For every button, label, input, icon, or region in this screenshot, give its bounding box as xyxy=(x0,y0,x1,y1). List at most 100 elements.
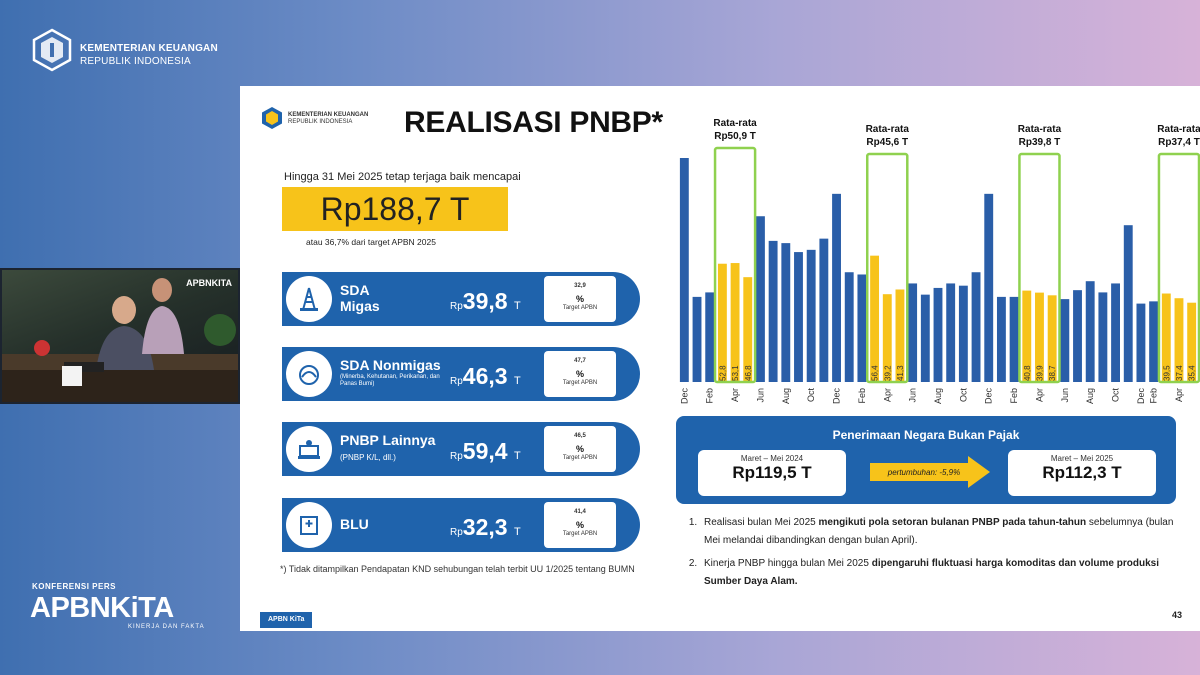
x-tick-label: Apr xyxy=(1174,388,1184,402)
chart-bar xyxy=(1085,281,1095,382)
total-subtitle: atau 36,7% dari target APBN 2025 xyxy=(306,237,436,247)
x-tick-label: Feb xyxy=(1009,388,1019,404)
camera-feed: APBNKITA xyxy=(0,268,240,404)
bar-data-label: 56,4 xyxy=(871,365,880,381)
chart-bar xyxy=(844,272,854,382)
chart-bar xyxy=(768,240,778,382)
oil-rig-icon xyxy=(286,276,332,322)
pnbp-2025-value: Rp112,3 T xyxy=(1042,463,1122,482)
card-value: Rp59,4 T xyxy=(450,438,521,464)
notes-list: Realisasi bulan Mei 2025 mengikuti pola … xyxy=(686,514,1176,596)
chart-bar xyxy=(908,283,918,382)
average-label: Rata-rata xyxy=(866,124,910,135)
slide-kemenkeu-logo-icon xyxy=(262,107,282,129)
chart-bar xyxy=(1022,290,1032,382)
chart-bar xyxy=(743,277,753,382)
card-target-pct: 46,5% Target APBN xyxy=(544,426,616,472)
chart-bar xyxy=(705,292,715,382)
card-pnbp-lainnya: PNBP Lainnya (PNBP K/L, dll.) Rp59,4 T 4… xyxy=(282,422,640,476)
average-value: Rp45,6 T xyxy=(866,137,908,148)
bar-data-label: 39,5 xyxy=(1162,365,1171,381)
brand-tagline: KINERJA DAN FAKTA xyxy=(128,624,205,630)
chart-bar xyxy=(920,294,930,382)
average-label: Rata-rata xyxy=(1018,124,1062,135)
card-target-pct: 47,7% Target APBN xyxy=(544,351,616,397)
average-value: Rp50,9 T xyxy=(714,131,756,142)
pnbp-panel-title: Penerimaan Negara Bukan Pajak xyxy=(832,428,1020,442)
speaker-figures-icon xyxy=(2,278,238,402)
card-sda-nonmigas: SDA Nonmigas (Minerba, Kehutanan, Perika… xyxy=(282,347,640,401)
org-name-line1: KEMENTERIAN KEUANGAN xyxy=(80,43,218,54)
monthly-pnbp-chart: 52,8 53,1 46,8 56,4 39,2 41,3 40,8 39,9 38,7 39,5… xyxy=(679,118,1200,405)
card-sub: (Minerba, Kehutanan, Perikanan, dan Pana… xyxy=(340,374,440,387)
slide-org-name: KEMENTERIAN KEUANGAN REPUBLIK INDONESIA xyxy=(288,112,368,126)
card-value: Rp32,3 T xyxy=(450,514,521,540)
bar-data-label: 53,1 xyxy=(731,365,740,381)
org-name: KEMENTERIAN KEUANGAN REPUBLIK INDONESIA xyxy=(80,42,218,68)
pnbp-comparison-panel: Penerimaan Negara Bukan Pajak Maret – Me… xyxy=(676,416,1176,504)
card-name: PNBP Lainnya xyxy=(340,432,436,448)
chart-bar xyxy=(870,255,880,382)
presentation-slide: KEMENTERIAN KEUANGAN REPUBLIK INDONESIA … xyxy=(240,86,1200,631)
x-tick-label: Aug xyxy=(1085,388,1095,404)
x-tick-label: Jun xyxy=(755,388,765,403)
x-tick-label: Dec xyxy=(679,388,689,405)
card-value: Rp46,3 T xyxy=(450,363,521,389)
average-box xyxy=(1018,152,1061,384)
chart-bar xyxy=(996,296,1006,382)
chart-bar xyxy=(679,158,689,382)
average-value: Rp37,4 T xyxy=(1158,137,1200,148)
chart-bar xyxy=(806,249,816,382)
chart-bar xyxy=(1136,303,1146,382)
chart-bar xyxy=(1009,296,1019,382)
chart-bar xyxy=(1035,292,1044,382)
card-blu: BLU Rp32,3 T 41,4% Target APBN xyxy=(282,498,640,552)
x-tick-label: Feb xyxy=(857,388,867,404)
chart-bar xyxy=(1060,299,1070,382)
chart-bar xyxy=(958,285,968,382)
chart-bar xyxy=(933,287,943,382)
chart-bar xyxy=(781,243,791,382)
x-tick-label: Oct xyxy=(958,388,968,403)
x-tick-label: Oct xyxy=(806,388,816,403)
average-box xyxy=(1157,152,1200,384)
total-description: Hingga 31 Mei 2025 tetap terjaga baik me… xyxy=(284,171,521,183)
average-box xyxy=(713,146,757,384)
chart-bar xyxy=(984,193,994,382)
growth-arrow-icon: pertumbuhan: -5,9% xyxy=(870,456,990,488)
bar-data-label: 40,8 xyxy=(1023,365,1032,381)
slide-org-line1: KEMENTERIAN KEUANGAN xyxy=(288,112,369,118)
x-tick-label: Oct xyxy=(1111,388,1121,403)
konferensi-label: KONFERENSI PERS xyxy=(32,582,116,591)
average-box xyxy=(865,152,909,384)
x-tick-label: Feb xyxy=(1149,388,1159,404)
slide-title: REALISASI PNBP* xyxy=(404,106,663,139)
card-name: BLU xyxy=(340,516,369,532)
bar-data-label: 52,8 xyxy=(718,365,727,381)
office-icon xyxy=(286,426,332,472)
pnbp-2025-box: Maret – Mei 2025 Rp112,3 T xyxy=(1008,450,1156,496)
chart-bar xyxy=(946,283,956,382)
x-tick-label: Apr xyxy=(730,388,740,402)
x-tick-label: Apr xyxy=(1034,388,1044,402)
note-item: Kinerja PNBP hingga bulan Mei 2025 dipen… xyxy=(700,555,1176,591)
x-tick-label: Jun xyxy=(1060,388,1070,403)
footnote: *) Tidak ditampilkan Pendapatan KND sehu… xyxy=(280,564,635,574)
chart-bar xyxy=(1161,293,1171,382)
chart-bar xyxy=(857,274,867,382)
chart-bar xyxy=(819,238,829,382)
bar-data-label: 38,7 xyxy=(1048,365,1057,381)
chart-bar xyxy=(1149,301,1159,382)
chart-bar xyxy=(730,263,740,382)
pnbp-2024-box: Maret – Mei 2024 Rp119,5 T xyxy=(698,450,846,496)
chart-bar xyxy=(1073,290,1082,382)
x-tick-label: Feb xyxy=(705,388,715,404)
x-tick-label: Dec xyxy=(832,388,842,405)
kemenkeu-logo-icon xyxy=(32,28,72,72)
footer-tag: APBN KiTa xyxy=(260,612,313,628)
chart-bar xyxy=(1187,302,1197,382)
bar-data-label: 46,8 xyxy=(744,365,753,381)
card-target-pct: 41,4% Target APBN xyxy=(544,502,616,548)
page-number: 43 xyxy=(1172,610,1183,620)
chart-bar xyxy=(1111,283,1120,382)
